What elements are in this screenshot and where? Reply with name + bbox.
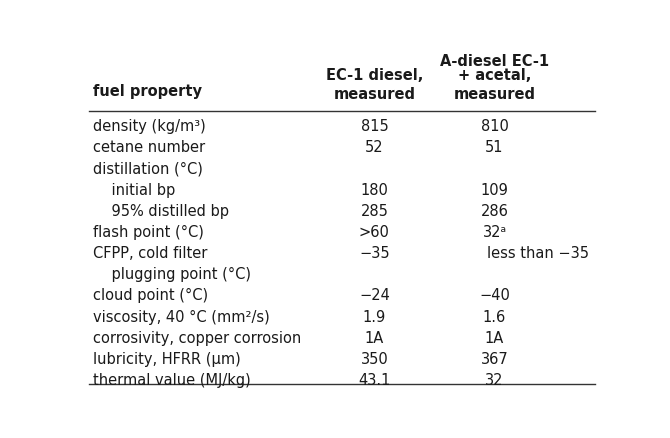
Text: fuel property: fuel property [93, 84, 202, 99]
Text: 1.9: 1.9 [362, 310, 386, 325]
Text: less than −35: less than −35 [486, 246, 589, 261]
Text: −35: −35 [359, 246, 390, 261]
Text: 1A: 1A [485, 331, 504, 346]
Text: lubricity, HFRR (μm): lubricity, HFRR (μm) [93, 352, 241, 367]
Text: 52: 52 [365, 140, 384, 155]
Text: cloud point (°C): cloud point (°C) [93, 288, 208, 304]
Text: −24: −24 [359, 288, 390, 304]
Text: 43.1: 43.1 [358, 373, 391, 388]
Text: >60: >60 [359, 225, 390, 240]
Text: 367: 367 [480, 352, 509, 367]
Text: initial bp: initial bp [93, 183, 176, 198]
Text: −40: −40 [479, 288, 510, 304]
Text: plugging point (°C): plugging point (°C) [93, 267, 251, 282]
Text: 286: 286 [480, 204, 509, 219]
Text: 810: 810 [480, 119, 509, 134]
Text: density (kg/m³): density (kg/m³) [93, 119, 206, 134]
Text: cetane number: cetane number [93, 140, 205, 155]
Text: viscosity, 40 °C (mm²/s): viscosity, 40 °C (mm²/s) [93, 310, 270, 325]
Text: 1.6: 1.6 [483, 310, 506, 325]
Text: 180: 180 [360, 183, 389, 198]
Text: 1A: 1A [364, 331, 384, 346]
Text: thermal value (MJ/kg): thermal value (MJ/kg) [93, 373, 251, 388]
Text: 815: 815 [360, 119, 388, 134]
Text: 32: 32 [485, 373, 504, 388]
Text: A-diesel EC-1: A-diesel EC-1 [440, 54, 549, 69]
Text: CFPP, cold filter: CFPP, cold filter [93, 246, 208, 261]
Text: corrosivity, copper corrosion: corrosivity, copper corrosion [93, 331, 302, 346]
Text: 32ᵃ: 32ᵃ [482, 225, 507, 240]
Text: 285: 285 [360, 204, 389, 219]
Text: EC-1 diesel,
measured: EC-1 diesel, measured [326, 68, 423, 102]
Text: 51: 51 [485, 140, 504, 155]
Text: distillation (°C): distillation (°C) [93, 161, 203, 177]
Text: + acetal,
measured: + acetal, measured [454, 68, 535, 102]
Text: 109: 109 [480, 183, 509, 198]
Text: 95% distilled bp: 95% distilled bp [93, 204, 229, 219]
Text: 350: 350 [360, 352, 388, 367]
Text: flash point (°C): flash point (°C) [93, 225, 204, 240]
